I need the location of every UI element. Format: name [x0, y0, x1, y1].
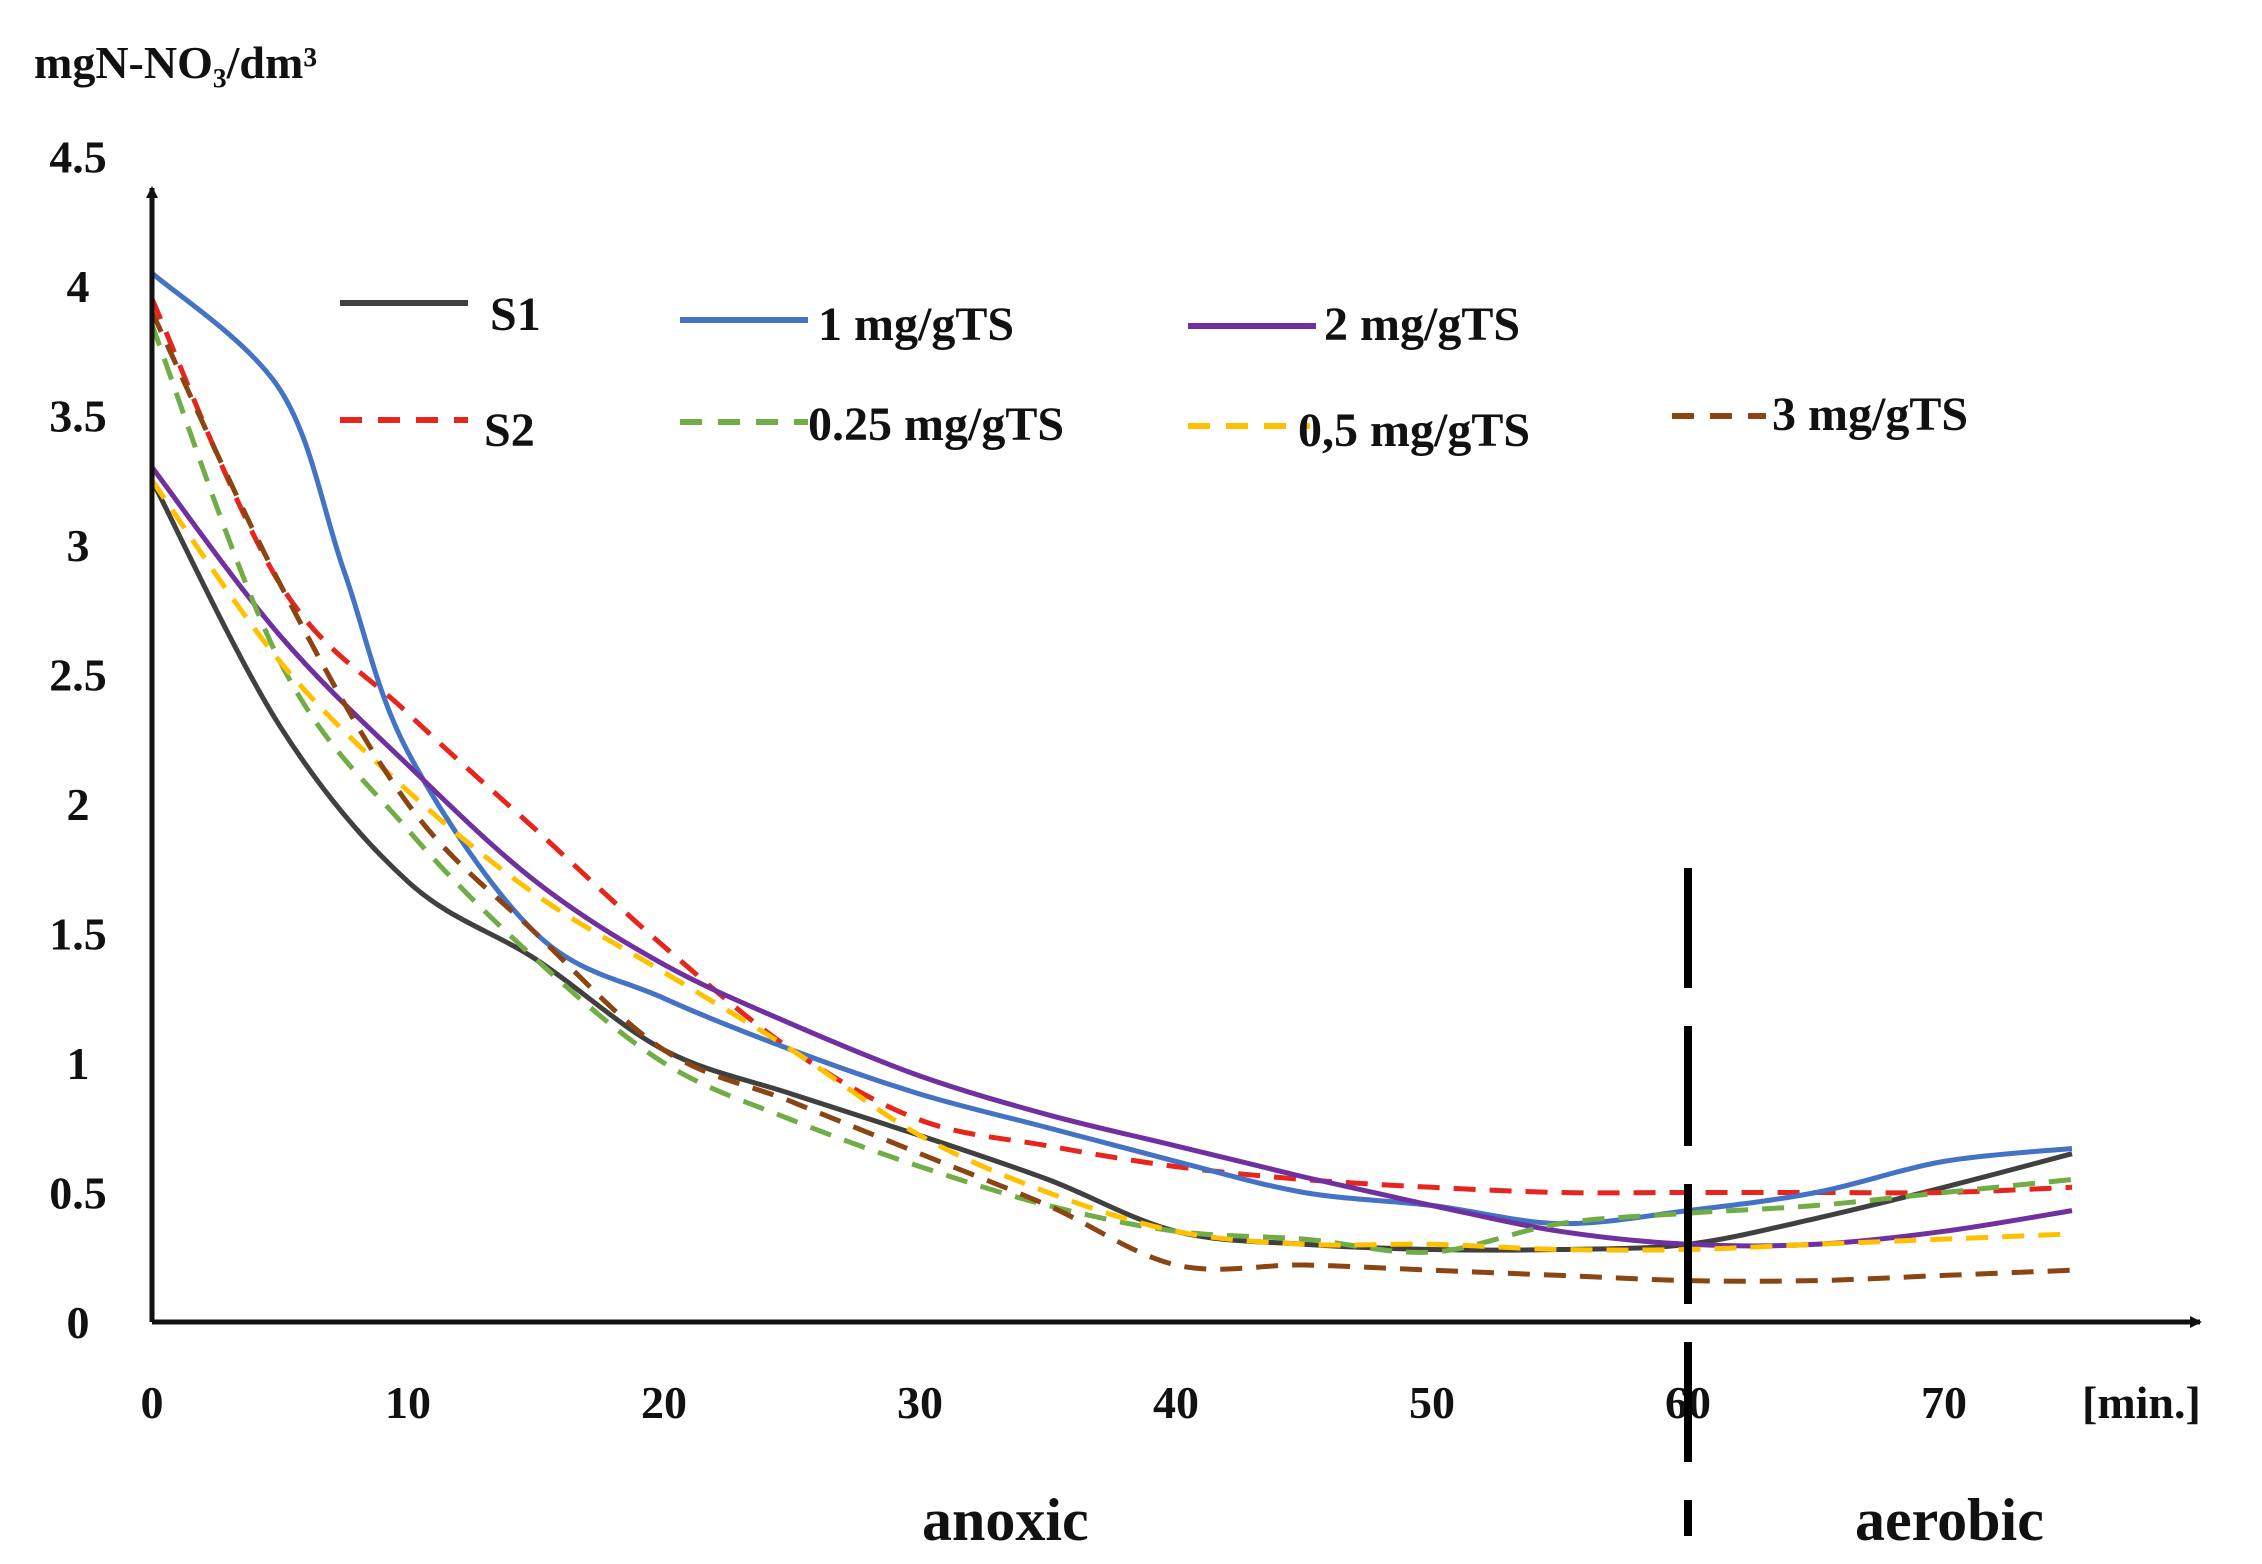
x-tick-label: 70: [1921, 1377, 1967, 1428]
x-tick-label: 50: [1409, 1377, 1455, 1428]
y-tick-label: 1: [67, 1038, 90, 1089]
legend-label: S1: [490, 288, 541, 341]
y-tick-label: 0: [67, 1297, 90, 1348]
x-tick-labels: 010203040506070: [141, 1377, 1968, 1428]
x-tick-label: 10: [385, 1377, 431, 1428]
series-line-6: [149, 478, 2073, 1253]
y-tick-label: 4: [67, 261, 90, 312]
series-line-7: [149, 310, 2073, 1284]
series-layer: [149, 271, 2073, 1284]
y-tick-label: 4.5: [49, 132, 107, 183]
x-tick-label: 0: [141, 1377, 164, 1428]
chart-legend: S1 S2 1 mg/gTS 2 mg/gTS 0.25 mg/gTS 0,5 mg/gT…: [340, 288, 1968, 457]
y-tick-label: 1.5: [49, 909, 107, 960]
y-tick-label: 0.5: [49, 1168, 107, 1219]
series-line-2: [149, 297, 2073, 1196]
x-tick-label: 20: [641, 1377, 687, 1428]
series-line-1: [149, 479, 2073, 1253]
x-axis-title: [min.]: [2082, 1377, 2201, 1428]
y-tick-labels: 0 0.5 1 1.5 2 2.5 3 3.5 4 4.5: [49, 132, 107, 1349]
phase-label-aerobic: aerobic: [1855, 1487, 2044, 1553]
y-tick-label: 2: [67, 779, 90, 830]
legend-label: S2: [484, 404, 535, 457]
series-line-4: [150, 465, 2073, 1249]
y-tick-label: 3: [67, 520, 90, 571]
legend-label: 0.25 mg/gTS: [808, 398, 1064, 451]
series-line-5: [149, 324, 2073, 1255]
legend-label: 1 mg/gTS: [818, 298, 1014, 351]
legend-label: 0,5 mg/gTS: [1298, 404, 1530, 457]
legend-label: 2 mg/gTS: [1324, 298, 1520, 351]
series-line-3: [150, 271, 2073, 1227]
y-tick-label: 3.5: [49, 391, 107, 442]
y-tick-label: 2.5: [49, 650, 107, 701]
x-tick-label: 40: [1153, 1377, 1199, 1428]
phase-label-anoxic: anoxic: [922, 1487, 1089, 1553]
y-axis-title: mgN-NO₃/dm³: [34, 37, 317, 88]
legend-label: 3 mg/gTS: [1772, 388, 1968, 441]
x-tick-label: 30: [897, 1377, 943, 1428]
